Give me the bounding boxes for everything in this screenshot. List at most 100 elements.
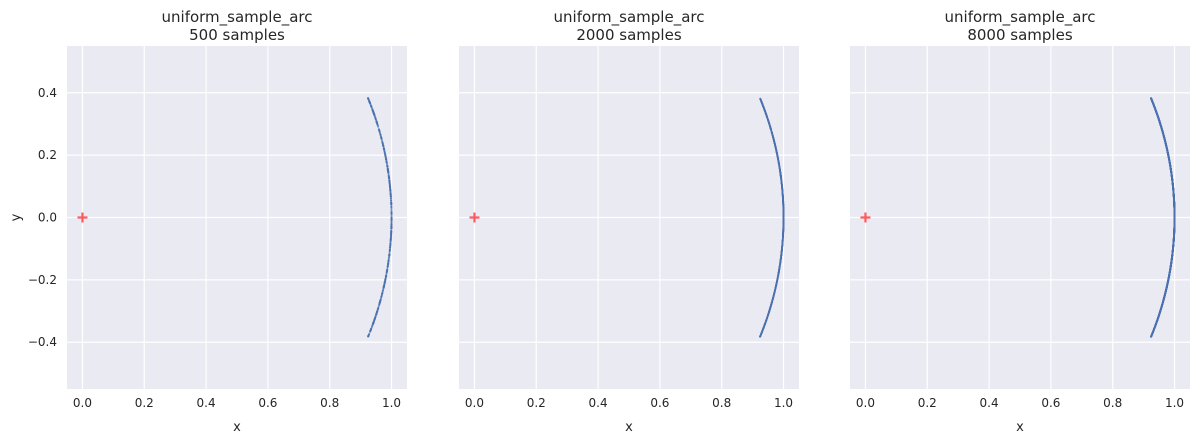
sample-point <box>390 207 393 210</box>
sample-point <box>372 321 375 324</box>
sample-point <box>386 164 389 167</box>
sample-point <box>387 259 390 262</box>
sample-point <box>385 270 388 273</box>
x-tick-label: 0.2 <box>527 396 546 410</box>
sample-point <box>782 197 784 200</box>
chart-title-line1: uniform_sample_arc <box>162 8 313 27</box>
sample-point <box>782 213 785 216</box>
sample-point <box>767 313 770 316</box>
sample-point <box>387 176 390 179</box>
sample-point <box>384 276 387 279</box>
grid <box>67 46 407 389</box>
sample-point <box>386 265 389 268</box>
sample-point <box>776 278 779 280</box>
sample-point <box>390 218 393 221</box>
sample-point <box>388 180 391 183</box>
sample-point <box>384 154 387 157</box>
x-tick-label: 0.8 <box>320 396 339 410</box>
sample-point <box>369 330 372 333</box>
sample-point <box>390 230 393 233</box>
sample-point <box>367 334 370 337</box>
sample-point <box>782 207 785 210</box>
sample-point <box>379 300 382 303</box>
sample-point <box>767 118 769 121</box>
sample-point <box>778 269 780 272</box>
sample-point <box>385 275 388 278</box>
sample-point <box>383 284 386 287</box>
sample-point <box>779 169 781 172</box>
x-tick-label: 0.0 <box>73 396 92 410</box>
y-tick-label: −0.2 <box>28 273 57 287</box>
sample-point <box>775 283 778 285</box>
sample-point <box>782 224 785 227</box>
sample-point <box>770 131 773 134</box>
sample-point <box>374 316 377 319</box>
sample-point <box>390 234 393 237</box>
sample-point <box>768 123 771 126</box>
sample-point <box>377 125 380 128</box>
sample-point <box>378 132 381 135</box>
sample-point <box>375 121 378 124</box>
sample-point <box>760 331 763 334</box>
sample-point <box>382 286 385 289</box>
x-axis-label: x <box>233 420 241 435</box>
sample-point <box>375 312 378 315</box>
sample-point <box>374 118 377 121</box>
sample-point <box>390 209 393 212</box>
y-tick-label: −0.4 <box>28 335 57 349</box>
sample-point <box>382 289 385 292</box>
x-tick-label: 0.8 <box>712 396 731 410</box>
sample-point <box>381 142 384 145</box>
sample-point <box>384 156 387 159</box>
sample-point <box>387 263 390 266</box>
x-tick-label: 0.6 <box>258 396 277 410</box>
x-tick-label: 0.2 <box>135 396 154 410</box>
sample-point <box>782 203 785 206</box>
sample-point <box>759 99 762 101</box>
sample-point <box>780 256 782 259</box>
y-tick-label: 0.0 <box>38 211 57 225</box>
sample-point <box>761 329 764 331</box>
sample-point <box>764 322 767 324</box>
chart-title-line1: uniform_sample_arc <box>554 8 705 27</box>
sample-point <box>777 158 780 161</box>
sample-point <box>390 199 393 202</box>
sample-point <box>773 291 776 294</box>
sample-point <box>776 280 778 283</box>
sample-point <box>759 335 762 338</box>
sample-point <box>760 100 763 103</box>
sample-point <box>371 324 374 327</box>
sample-point <box>782 199 784 202</box>
sample-point <box>390 219 393 222</box>
sample-point <box>778 165 781 168</box>
sample-point <box>782 205 785 208</box>
sample-point <box>772 296 775 299</box>
sample-point <box>777 271 780 273</box>
chart-title-line2: 500 samples <box>189 26 285 44</box>
sample-point <box>380 294 383 297</box>
sample-point <box>780 176 782 178</box>
sample-point <box>771 134 774 137</box>
sample-point <box>781 184 783 187</box>
x-tick-label: 0.0 <box>465 396 484 410</box>
sample-point <box>782 221 785 224</box>
sample-point <box>389 238 392 241</box>
sample-point <box>390 205 393 208</box>
sample-point <box>780 251 783 254</box>
sample-point <box>384 278 387 281</box>
sample-point <box>781 237 784 240</box>
sample-point <box>782 234 784 237</box>
sample-point <box>368 100 371 103</box>
sample-point <box>389 245 392 248</box>
sample-point <box>765 114 768 117</box>
sample-point <box>373 113 376 116</box>
sample-point <box>769 307 772 309</box>
sample-point <box>770 303 773 306</box>
sample-point <box>763 107 766 110</box>
sample-point <box>377 306 380 309</box>
sample-point <box>382 145 385 148</box>
sample-point <box>781 190 784 193</box>
x-tick-label: 1.0 <box>382 396 401 410</box>
sample-point <box>381 291 384 294</box>
